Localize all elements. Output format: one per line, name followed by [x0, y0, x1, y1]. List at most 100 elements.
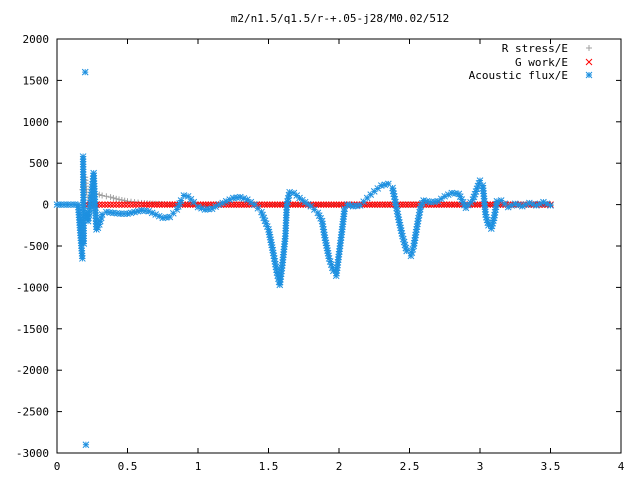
data-point-part: [247, 198, 255, 206]
data-point: [415, 211, 423, 219]
data-point-part: [225, 201, 233, 208]
legend-marker: [586, 45, 592, 51]
data-point-part: [393, 204, 400, 212]
data-point-part: [458, 196, 466, 203]
data-point-part: [448, 201, 456, 208]
data-point: [399, 201, 407, 208]
data-point-part: [148, 201, 156, 208]
data-point-part: [129, 201, 137, 208]
data-point-part: [384, 180, 392, 188]
data-point: [289, 201, 297, 208]
data-point-part: [390, 190, 398, 198]
data-point-part: [456, 193, 464, 201]
data-point: [104, 201, 112, 208]
data-point: [115, 201, 123, 208]
data-point-part: [397, 227, 405, 234]
data-point: [101, 201, 109, 208]
data-point: [368, 201, 376, 208]
data-point: [138, 201, 145, 208]
data-point-part: [333, 201, 340, 208]
data-point-part: [448, 189, 456, 197]
data-point: [82, 441, 90, 449]
data-point-part: [260, 214, 268, 222]
data-point-part: [338, 201, 345, 208]
data-point: [403, 247, 411, 255]
data-point-part: [471, 201, 479, 208]
data-point-part: [395, 216, 403, 224]
x-tick-label: 1.5: [259, 460, 279, 473]
y-tick-label: -500: [23, 240, 50, 253]
data-point-part: [143, 201, 151, 208]
data-point: [407, 201, 415, 208]
data-point-part: [265, 226, 272, 233]
data-point-part: [399, 201, 407, 208]
data-point-part: [104, 201, 112, 208]
data-point-part: [374, 201, 381, 208]
data-point-part: [330, 201, 338, 208]
data-point: [374, 201, 381, 208]
data-point-part: [371, 201, 379, 208]
data-point-part: [366, 201, 374, 208]
legend-markers: [585, 45, 593, 79]
data-point-part: [474, 201, 481, 208]
data-point-part: [435, 201, 443, 208]
data-point-part: [440, 201, 448, 208]
data-point: [261, 201, 269, 208]
data-point-part: [163, 201, 171, 208]
data-point-part: [118, 201, 126, 208]
data-point-part: [198, 204, 205, 212]
y-tick-label: 500: [29, 157, 49, 170]
data-point-part: [158, 201, 166, 208]
data-point: [330, 201, 338, 208]
y-tick-label: 1000: [23, 116, 50, 129]
data-point: [384, 180, 392, 188]
data-point: [110, 201, 117, 208]
data-point-part: [261, 217, 269, 225]
data-point-part: [390, 193, 398, 200]
data-point: [99, 192, 106, 199]
data-point-part: [328, 264, 336, 272]
data-point: [515, 201, 523, 209]
legend-marker-part: [585, 71, 593, 79]
data-point-part: [254, 204, 262, 212]
data-point: [238, 201, 245, 208]
data-point-part: [396, 219, 403, 226]
data-point: [320, 201, 327, 208]
data-point: [98, 201, 106, 208]
data-point-part: [315, 201, 322, 208]
legend-label-acoustic-flux: Acoustic flux/E: [469, 69, 568, 82]
data-point-part: [145, 207, 153, 215]
data-point-part: [251, 201, 258, 208]
data-point: [240, 201, 248, 208]
data-point-part: [268, 201, 276, 208]
y-tick-label: -1000: [16, 281, 49, 294]
data-point-part: [386, 201, 394, 208]
data-point-part: [381, 201, 389, 208]
data-point-part: [483, 216, 491, 224]
data-point: [124, 201, 131, 208]
x-tick-label: 3.5: [541, 460, 561, 473]
axis-ticks: 0 0.5 1 1.5 2 2.5 3 3.5 4 -3000 -2500 -2000 -1500 -10…: [16, 33, 625, 473]
data-point-part: [238, 201, 245, 208]
data-point: [451, 201, 458, 208]
data-point-part: [243, 196, 251, 203]
data-point-part: [511, 200, 519, 208]
data-point: [129, 201, 137, 208]
data-point-part: [497, 197, 505, 204]
data-point-part: [344, 201, 351, 208]
data-point-part: [307, 202, 315, 210]
data-series: [53, 68, 554, 449]
x-tick-label: 4: [618, 460, 625, 473]
data-point-part: [107, 201, 114, 208]
data-point-part: [124, 201, 131, 208]
data-point-part: [296, 194, 303, 202]
data-point: [402, 201, 410, 208]
data-point-part: [451, 201, 458, 208]
data-point: [103, 193, 110, 200]
data-point-part: [82, 441, 90, 449]
data-point-part: [335, 201, 343, 208]
data-point-part: [322, 239, 330, 247]
data-point: [166, 201, 174, 208]
data-point-part: [152, 211, 160, 218]
data-point: [286, 188, 294, 196]
